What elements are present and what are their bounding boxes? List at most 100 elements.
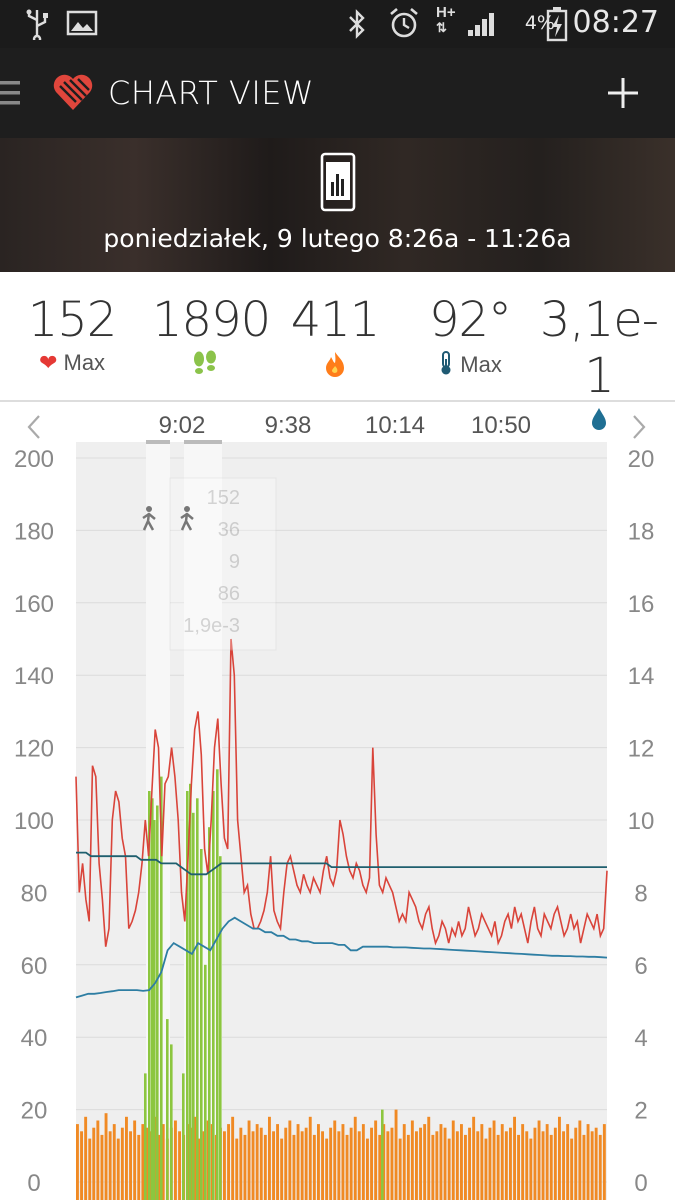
calorie-bar bbox=[280, 1138, 284, 1200]
calorie-bar bbox=[108, 1131, 112, 1200]
calorie-bar bbox=[321, 1131, 324, 1200]
step-bar bbox=[189, 783, 192, 1200]
y-left-tick: 60 bbox=[21, 953, 48, 980]
y-right-tick: 18 bbox=[628, 518, 655, 545]
calorie-bar bbox=[337, 1131, 341, 1200]
calorie-bar bbox=[104, 1113, 108, 1200]
footsteps-icon bbox=[194, 350, 216, 374]
y-right-tick: 10 bbox=[628, 808, 655, 835]
y-right-tick: 14 bbox=[628, 663, 655, 690]
calorie-bar bbox=[231, 1116, 235, 1200]
calorie-bar bbox=[496, 1134, 500, 1200]
signal-icon bbox=[468, 13, 494, 36]
calorie-bar bbox=[394, 1109, 398, 1200]
bluetooth-icon bbox=[349, 9, 365, 39]
step-bar bbox=[182, 1073, 185, 1200]
calorie-bar bbox=[366, 1138, 369, 1200]
calorie-bar bbox=[133, 1120, 137, 1200]
calorie-bar bbox=[92, 1127, 96, 1200]
step-bar bbox=[200, 849, 203, 1200]
menu-icon[interactable] bbox=[0, 79, 22, 107]
step-bar bbox=[144, 1073, 147, 1200]
calorie-bar bbox=[492, 1120, 496, 1200]
calorie-bar bbox=[484, 1138, 488, 1200]
y-right-tick: 2 bbox=[634, 1098, 647, 1125]
phone-chart-icon[interactable] bbox=[320, 152, 356, 212]
calorie-bar bbox=[247, 1120, 251, 1200]
calorie-bar bbox=[590, 1131, 594, 1200]
calorie-bar bbox=[521, 1124, 525, 1200]
right-arrow-icon[interactable] bbox=[633, 415, 646, 439]
calorie-bar bbox=[582, 1134, 586, 1200]
date-banner: poniedziałek, 9 lutego 8:26a - 11:26a bbox=[0, 138, 675, 272]
y-right-tick: 20 bbox=[628, 446, 655, 473]
calories-value: 411 bbox=[290, 292, 381, 348]
y-right-tick: 4 bbox=[634, 1025, 647, 1052]
calorie-bar bbox=[292, 1134, 296, 1200]
calorie-bar bbox=[251, 1131, 255, 1200]
time-label: 10:50 bbox=[471, 412, 531, 439]
calorie-bar bbox=[541, 1131, 545, 1200]
calorie-bar bbox=[578, 1120, 582, 1200]
calorie-bar bbox=[537, 1120, 541, 1200]
tooltip-value: 1,9e-3 bbox=[183, 615, 240, 637]
calorie-bar bbox=[145, 1127, 149, 1200]
time-label: 9:38 bbox=[265, 412, 312, 439]
calorie-bar bbox=[464, 1134, 467, 1200]
tooltip-value: 86 bbox=[218, 583, 240, 605]
calorie-bar bbox=[223, 1131, 226, 1200]
calorie-bar bbox=[268, 1116, 271, 1200]
calorie-bar bbox=[333, 1120, 337, 1200]
walking-icon bbox=[142, 506, 156, 531]
calorie-bar bbox=[525, 1131, 529, 1200]
calorie-bar bbox=[157, 1134, 161, 1200]
step-bar bbox=[153, 820, 156, 1200]
y-right-tick: 8 bbox=[634, 880, 647, 907]
stat-temperature[interactable]: 92° Max bbox=[424, 292, 516, 378]
calorie-bar bbox=[378, 1134, 382, 1200]
calorie-bar bbox=[259, 1127, 263, 1200]
calorie-bar bbox=[566, 1124, 570, 1200]
calorie-bar bbox=[174, 1120, 177, 1200]
status-bar: H+ ⇅ 4% 08:27 bbox=[0, 0, 675, 48]
activity-chart[interactable]: 9:02 9:38 10:14 10:50 200180160140120100806… bbox=[0, 402, 675, 1200]
y-left-tick: 20 bbox=[21, 1098, 48, 1125]
calorie-bar bbox=[239, 1127, 243, 1200]
calorie-bar bbox=[137, 1134, 141, 1200]
calorie-bar bbox=[178, 1131, 181, 1200]
stat-humidity[interactable]: 3,1e-1 bbox=[534, 292, 664, 438]
temperature-label: Max bbox=[460, 352, 502, 377]
calorie-bar bbox=[325, 1138, 329, 1200]
calorie-bar bbox=[190, 1127, 194, 1200]
temperature-value: 92° bbox=[428, 292, 512, 348]
calorie-bar bbox=[406, 1134, 410, 1200]
calorie-bar bbox=[120, 1127, 124, 1200]
calorie-bar bbox=[455, 1131, 459, 1200]
y-left-tick: 160 bbox=[14, 591, 54, 618]
stat-heart-rate[interactable]: 152 ❤ Max bbox=[22, 292, 122, 376]
stat-calories[interactable]: 411 bbox=[290, 292, 380, 384]
calorie-bar bbox=[88, 1138, 92, 1200]
plus-icon[interactable] bbox=[606, 76, 640, 110]
calorie-bar bbox=[84, 1116, 88, 1200]
calorie-bar bbox=[263, 1134, 267, 1200]
left-arrow-icon[interactable] bbox=[27, 415, 40, 439]
calorie-bar bbox=[398, 1138, 402, 1200]
calorie-bar bbox=[586, 1124, 590, 1200]
stat-steps[interactable]: 1890 bbox=[152, 292, 271, 382]
image-icon bbox=[66, 10, 98, 36]
calorie-bar bbox=[423, 1124, 427, 1200]
calorie-bar bbox=[570, 1138, 574, 1200]
calorie-bar bbox=[129, 1131, 132, 1200]
drop-icon bbox=[592, 408, 606, 430]
network-label: H+ bbox=[436, 4, 456, 21]
y-left-tick: 120 bbox=[14, 736, 54, 763]
heart-rate-label: Max bbox=[63, 350, 106, 375]
calorie-bar bbox=[529, 1138, 533, 1200]
tooltip-value: 152 bbox=[207, 487, 240, 509]
step-bar bbox=[186, 791, 189, 1200]
calorie-bar bbox=[500, 1124, 504, 1200]
stats-row: 152 ❤ Max 1890 411 92° bbox=[0, 272, 675, 430]
flame-icon bbox=[326, 352, 344, 377]
time-label: 9:02 bbox=[159, 412, 206, 439]
